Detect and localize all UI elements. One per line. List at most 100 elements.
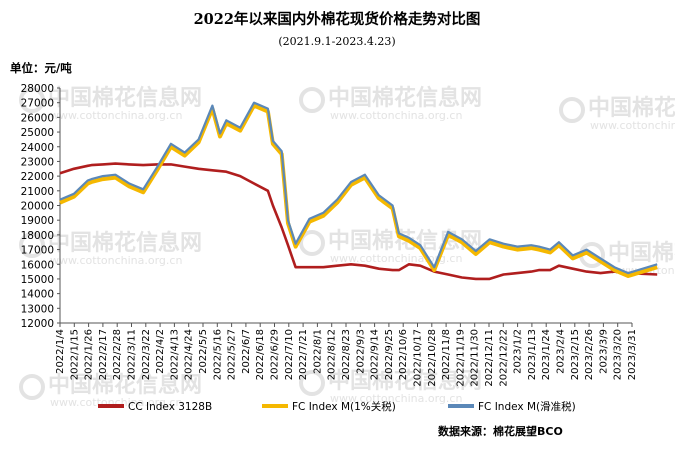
watermark-text: 中国棉花信息网 — [48, 85, 202, 111]
watermark-text: 中国棉花信息网 — [328, 368, 482, 394]
x-tick-label: 2022/2/28 — [112, 329, 123, 380]
x-tick-label: 2022/11/8 — [441, 329, 452, 380]
y-tick-label: 19000 — [21, 215, 54, 227]
y-tick-label: 20000 — [21, 201, 54, 213]
watermark-text: 中国棉花信息网 — [608, 240, 675, 266]
x-tick-label: 2022/4/13 — [169, 329, 180, 380]
watermark-url: www.cottonchina.org.cn — [330, 392, 462, 405]
chart-subtitle: (2021.9.1-2023.4.23) — [278, 35, 395, 48]
y-axis-label: 单位：元/吨 — [10, 61, 72, 75]
watermark-url: www.cottonchina.org.cn — [590, 119, 675, 132]
x-tick-label: 2023/2/15 — [570, 329, 581, 380]
series-3-line — [59, 101, 658, 275]
y-tick-label: 13000 — [21, 303, 54, 315]
x-tick-label: 2022/7/21 — [298, 329, 309, 380]
x-tick-label: 2022/5/16 — [212, 329, 223, 380]
y-tick-label: 12000 — [21, 318, 54, 330]
data-source-note: 数据来源：棉花展望BCO — [438, 424, 563, 438]
x-tick-label: 2022/1/15 — [69, 329, 80, 380]
x-tick-label: 2023/1/24 — [541, 329, 552, 380]
watermark-logo-icon — [559, 97, 585, 123]
legend: CC Index 3128B FC Index M(1%关税) FC Index M… — [98, 400, 576, 413]
y-tick-label: 25000 — [21, 127, 54, 139]
y-tick-label: 28000 — [21, 83, 54, 95]
y-tick-label: 27000 — [21, 98, 54, 110]
x-tick-label: 2022/11/30 — [470, 329, 481, 387]
x-tick-label: 2022/10/28 — [427, 329, 438, 387]
legend-label: FC Index M(1%关税) — [292, 400, 396, 413]
legend-label: CC Index 3128B — [128, 401, 212, 413]
x-tick-label: 2022/12/22 — [498, 329, 509, 387]
x-tick-label: 2022/3/22 — [141, 329, 152, 380]
x-tick-label: 2023/1/2 — [513, 329, 524, 374]
y-tick-label: 18000 — [21, 230, 54, 242]
watermark-text: 中国棉花信息网 — [328, 85, 482, 111]
series-2-line — [59, 103, 658, 278]
watermark-logo-icon — [299, 230, 325, 256]
x-tick-label: 2023/1/13 — [527, 329, 538, 380]
watermark-logo-icon — [299, 87, 325, 113]
x-tick-label: 2022/6/18 — [255, 329, 266, 380]
x-tick-label: 2022/8/1 — [312, 329, 323, 374]
watermark-text: 中国棉花信息网 — [588, 95, 675, 121]
x-tick-label: 2022/10/17 — [413, 329, 424, 387]
x-tick-label: 2022/1/26 — [84, 329, 95, 380]
y-tick-label: 22000 — [21, 171, 54, 183]
y-tick-label: 17000 — [21, 245, 54, 257]
x-tick-label: 2022/11/19 — [455, 329, 466, 387]
x-tick-label: 2022/5/5 — [198, 329, 209, 374]
x-axis: 2022/1/4 2022/1/15 2022/1/26 2022/2/17 2022/… — [55, 322, 638, 387]
watermark-logo-icon — [19, 87, 45, 113]
x-tick-label: 2022/3/11 — [127, 329, 138, 380]
watermark-text: 中国棉花信息网 — [48, 372, 202, 398]
x-tick-label: 2022/6/29 — [270, 329, 281, 380]
x-tick-label: 2023/3/20 — [613, 329, 624, 380]
x-tick-label: 2022/8/12 — [327, 329, 338, 380]
x-tick-label: 2022/9/25 — [384, 329, 395, 380]
x-tick-label: 2022/6/7 — [241, 329, 252, 374]
watermark-url: www.cottonchina.org.cn — [330, 109, 462, 122]
watermark-url: www.cottonchina.org.cn — [50, 254, 182, 267]
x-tick-label: 2022/1/4 — [55, 329, 66, 374]
x-tick-label: 2022/9/3 — [355, 329, 366, 374]
x-tick-label: 2022/4/2 — [155, 329, 166, 374]
x-tick-label: 2023/3/9 — [598, 329, 609, 374]
x-tick-label: 2022/12/11 — [484, 329, 495, 387]
chart-title: 2022年以来国内外棉花现货价格走势对比图 — [194, 10, 481, 28]
series-1-line — [59, 162, 658, 281]
x-tick-label: 2022/9/14 — [370, 329, 381, 380]
y-tick-label: 26000 — [21, 112, 54, 124]
legend-label: FC Index M(滑准税) — [478, 400, 576, 413]
watermark-url: www.cottonchina.org.cn — [50, 109, 182, 122]
watermark-layer: 中国棉花信息网www.cottonchina.org.cn中国棉花信息网www.… — [19, 85, 675, 409]
y-tick-label: 24000 — [21, 142, 54, 154]
watermark-logo-icon — [19, 374, 45, 400]
y-tick-label: 15000 — [21, 274, 54, 286]
y-axis: 12000 13000 14000 15000 16000 17000 18000 19000… — [21, 83, 61, 330]
x-tick-label: 2022/10/6 — [398, 329, 409, 380]
legend-item: FC Index M(1%关税) — [262, 400, 396, 413]
watermark-url: www.cottonchina.org.cn — [50, 396, 182, 409]
watermark-text: 中国棉花信息网 — [48, 230, 202, 256]
legend-item: CC Index 3128B — [98, 401, 212, 413]
x-tick-label: 2022/2/17 — [98, 329, 109, 380]
legend-item: FC Index M(滑准税) — [448, 400, 576, 413]
y-tick-label: 14000 — [21, 289, 54, 301]
watermark-logo-icon — [299, 370, 325, 396]
watermark-logo-icon — [19, 232, 45, 258]
x-tick-label: 2022/7/10 — [284, 329, 295, 380]
y-tick-label: 21000 — [21, 186, 54, 198]
series-layer — [59, 101, 658, 281]
y-tick-label: 16000 — [21, 259, 54, 271]
x-tick-label: 2023/2/26 — [584, 329, 595, 380]
y-tick-label: 23000 — [21, 156, 54, 168]
x-tick-label: 2022/5/27 — [227, 329, 238, 380]
